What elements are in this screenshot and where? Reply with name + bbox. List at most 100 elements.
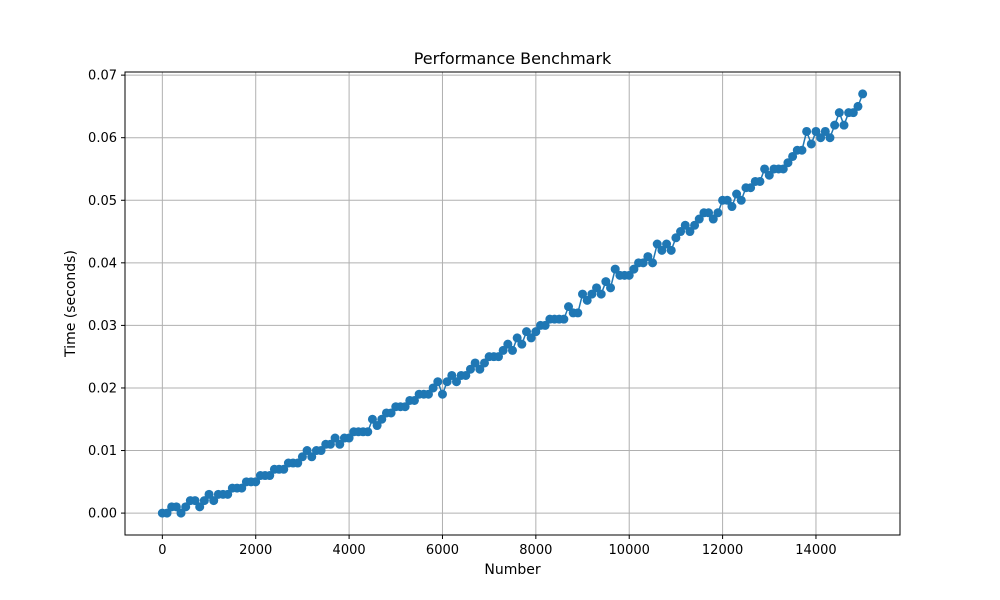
data-point xyxy=(610,264,620,274)
y-tick-label: 0.04 xyxy=(88,256,117,271)
data-point xyxy=(643,252,653,262)
data-point xyxy=(848,108,858,118)
data-point xyxy=(592,283,602,293)
data-point xyxy=(498,345,508,355)
data-point xyxy=(293,458,303,468)
data-point xyxy=(713,208,723,218)
data-point xyxy=(582,295,592,305)
data-point xyxy=(540,320,550,330)
data-point xyxy=(302,446,312,456)
data-point xyxy=(372,421,382,431)
data-point xyxy=(325,439,335,449)
y-axis-label: Time (seconds) xyxy=(63,250,79,358)
data-point xyxy=(816,133,826,143)
data-point xyxy=(629,264,639,274)
data-point xyxy=(307,452,317,462)
data-point xyxy=(451,377,461,387)
data-point xyxy=(517,339,527,349)
data-point xyxy=(461,370,471,380)
data-point xyxy=(834,108,844,118)
x-tick-label: 8000 xyxy=(519,543,552,558)
x-tick-label: 10000 xyxy=(609,543,650,558)
data-point xyxy=(839,120,849,130)
data-point xyxy=(344,433,354,443)
data-point xyxy=(690,220,700,230)
data-point xyxy=(223,489,233,499)
data-point xyxy=(676,227,686,237)
x-tick-label: 14000 xyxy=(795,543,836,558)
data-point xyxy=(204,489,214,499)
data-point xyxy=(788,151,798,161)
data-point xyxy=(475,364,485,374)
data-point xyxy=(652,239,662,249)
data-point xyxy=(251,477,261,487)
data-point xyxy=(694,214,704,224)
data-point xyxy=(732,189,742,199)
data-point xyxy=(433,377,443,387)
data-point xyxy=(367,414,377,424)
data-point xyxy=(447,370,457,380)
data-point xyxy=(704,208,714,218)
data-point xyxy=(559,314,569,324)
y-axis-ticks: 0.00 0.01 0.02 0.03 0.04 0.05 0.06 0.07 xyxy=(88,69,125,522)
data-point xyxy=(662,239,672,249)
data-point xyxy=(858,89,868,99)
data-point xyxy=(806,139,816,149)
data-point xyxy=(181,502,191,512)
data-point xyxy=(526,333,536,343)
data-point xyxy=(162,508,172,518)
data-point xyxy=(760,164,770,174)
data-point xyxy=(190,496,200,506)
data-point xyxy=(648,258,658,268)
data-point xyxy=(465,364,475,374)
plot-frame xyxy=(124,71,901,536)
data-point xyxy=(330,433,340,443)
data-point xyxy=(755,176,765,186)
data-point xyxy=(783,158,793,168)
series-layer xyxy=(157,89,868,518)
data-point xyxy=(297,452,307,462)
data-point xyxy=(764,170,774,180)
data-point xyxy=(316,446,326,456)
data-point xyxy=(531,327,541,337)
data-point xyxy=(512,333,522,343)
data-point xyxy=(199,496,209,506)
grid-lines xyxy=(125,72,900,535)
data-point xyxy=(727,202,737,212)
data-point xyxy=(428,383,438,393)
data-point xyxy=(265,471,275,481)
x-tick-label: 12000 xyxy=(702,543,743,558)
data-point xyxy=(624,270,634,280)
data-point xyxy=(171,502,181,512)
data-point xyxy=(522,327,532,337)
data-point xyxy=(671,233,681,243)
data-point xyxy=(802,126,812,136)
data-point xyxy=(400,402,410,412)
data-point xyxy=(363,427,373,437)
data-point xyxy=(508,345,517,355)
data-point xyxy=(820,126,830,136)
y-tick-label: 0.03 xyxy=(88,319,117,334)
y-tick-label: 0.00 xyxy=(88,507,117,522)
y-tick-label: 0.05 xyxy=(88,194,117,209)
data-point xyxy=(377,414,387,424)
data-point xyxy=(811,126,821,136)
data-point xyxy=(195,502,205,512)
data-point xyxy=(578,289,588,299)
x-tick-label: 2000 xyxy=(239,543,272,558)
data-point xyxy=(493,352,503,362)
data-point xyxy=(830,120,840,130)
data-point xyxy=(736,195,746,205)
data-point xyxy=(176,508,186,518)
data-point xyxy=(442,377,452,387)
data-point xyxy=(685,227,695,237)
data-point xyxy=(573,308,583,318)
data-point xyxy=(386,408,396,418)
data-point xyxy=(470,358,480,368)
data-point xyxy=(680,220,690,230)
x-axis-label: Number xyxy=(484,562,540,578)
x-tick-label: 0 xyxy=(158,543,166,558)
